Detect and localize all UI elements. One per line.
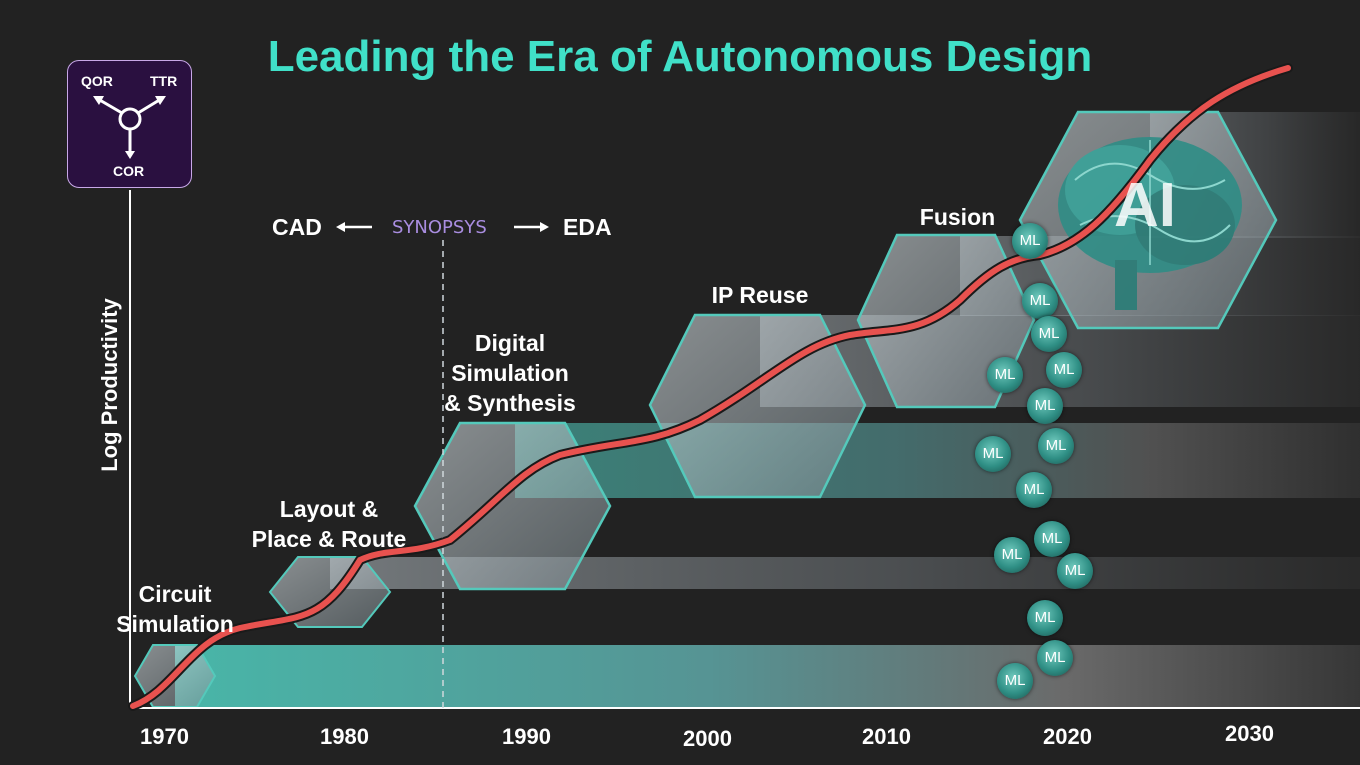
era-digital-simulation: Digital Simulation & Synthesis: [444, 330, 576, 416]
page-title: Leading the Era of Autonomous Design: [267, 32, 1093, 81]
cad-label: CAD: [272, 214, 322, 240]
ml-node: ML: [997, 663, 1033, 699]
right-arrow-icon: [514, 222, 549, 232]
ml-node: ML: [1046, 352, 1082, 388]
band-3: [515, 423, 1360, 498]
badge-cor-label: COR: [113, 163, 145, 179]
productivity-curve: [130, 65, 1291, 709]
ml-node: ML: [1034, 521, 1070, 557]
ml-node: ML: [994, 537, 1030, 573]
ml-node: ML: [1027, 600, 1063, 636]
year-tick: 2010: [862, 724, 911, 749]
synopsys-logo: SYNOPSYS: [392, 210, 487, 240]
ml-node: ML: [1022, 283, 1058, 319]
tri-arrow-icon: [93, 96, 166, 159]
year-tick: 1990: [502, 724, 551, 749]
year-tick: 1970: [140, 724, 189, 749]
year-tick: 2030: [1225, 721, 1274, 746]
era-layout-place-route: Layout & Place & Route: [251, 496, 407, 552]
ml-node: ML: [1027, 388, 1063, 424]
era-ai: AI: [1114, 171, 1176, 240]
ml-node: ML: [1057, 553, 1093, 589]
ml-node: ML: [975, 436, 1011, 472]
year-tick: 2000: [683, 726, 732, 751]
y-axis-label: Log Productivity: [97, 298, 122, 472]
era-fusion: Fusion: [919, 204, 996, 230]
eda-label: EDA: [563, 214, 612, 240]
badge-ttr-label: TTR: [150, 73, 178, 89]
ml-node: ML: [1012, 223, 1048, 259]
era-circuit-simulation: Circuit Simulation: [116, 581, 234, 637]
year-tick: 2020: [1043, 724, 1092, 749]
year-tick: 1980: [320, 724, 369, 749]
hexagon-digital-simulation: [413, 421, 612, 591]
ml-node: ML: [987, 357, 1023, 393]
hexagon-ip-reuse: [648, 313, 867, 499]
band-1: [175, 645, 1360, 707]
badge-qor-label: QOR: [81, 73, 113, 89]
ml-node: ML: [1031, 316, 1067, 352]
ml-node: ML: [1038, 428, 1074, 464]
ml-node: ML: [1016, 472, 1052, 508]
ml-node: ML: [1037, 640, 1073, 676]
era-ip-reuse: IP Reuse: [711, 282, 809, 308]
qor-ttr-cor-badge: QOR TTR COR: [67, 60, 192, 188]
left-arrow-icon: [336, 222, 372, 232]
